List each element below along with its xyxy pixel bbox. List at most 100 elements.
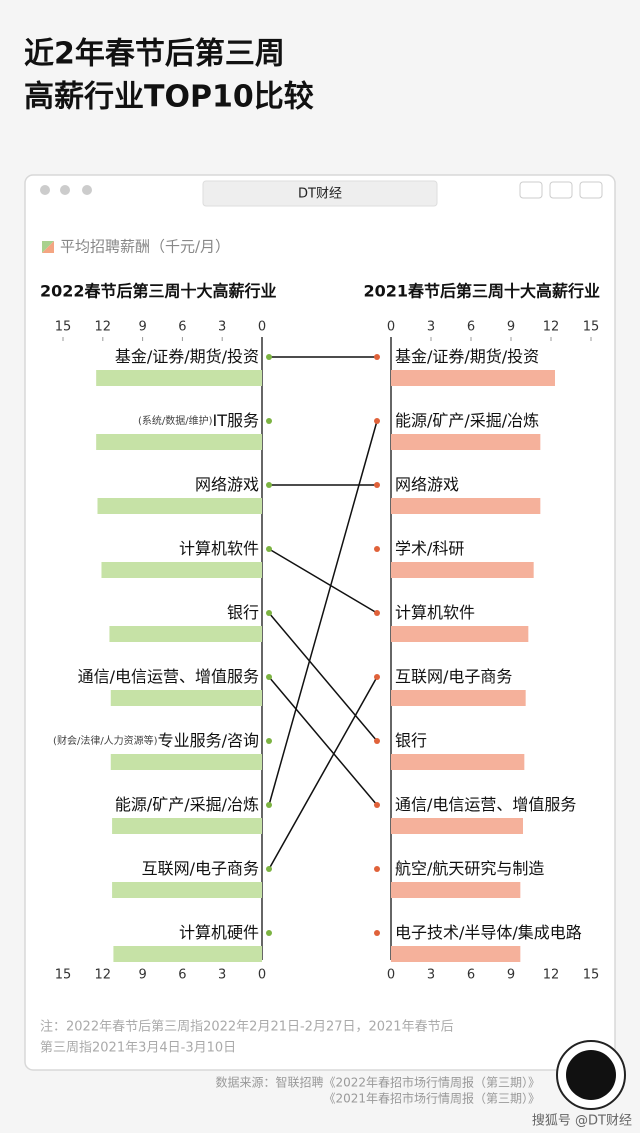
x-tick-label: 0 bbox=[258, 968, 266, 983]
category-label: 通信/电信运营、增值服务 bbox=[395, 795, 576, 814]
category-label: 基金/证券/期货/投资 bbox=[115, 347, 259, 366]
window-icon bbox=[579, 181, 603, 199]
x-tick-label: 9 bbox=[138, 968, 146, 983]
bar bbox=[391, 754, 525, 770]
bar bbox=[391, 626, 529, 642]
window-button bbox=[40, 185, 50, 195]
category-note: (系统/数据/维护) bbox=[138, 414, 213, 427]
category-label: 计算机软件 bbox=[179, 539, 259, 558]
x-tick-label: 15 bbox=[55, 320, 72, 335]
window-icon bbox=[519, 181, 543, 199]
x-tick-label: 15 bbox=[583, 320, 600, 335]
x-tick-label: 9 bbox=[507, 320, 515, 335]
legend-swatch bbox=[42, 241, 54, 253]
rank-dot bbox=[374, 610, 380, 616]
category-label: 学术/科研 bbox=[395, 539, 464, 558]
category-label: 银行 bbox=[227, 603, 259, 622]
category-name: IT服务 bbox=[213, 411, 260, 430]
category-name: 互联网/电子商务 bbox=[395, 667, 512, 686]
category-label: 网络游戏 bbox=[195, 475, 259, 494]
x-tick-label: 0 bbox=[258, 320, 266, 335]
rank-dot bbox=[266, 546, 272, 552]
category-name: 互联网/电子商务 bbox=[142, 859, 259, 878]
category-label: 能源/矿产/采掘/冶炼 bbox=[395, 411, 539, 430]
rank-dot bbox=[266, 738, 272, 744]
rank-dot bbox=[374, 546, 380, 552]
bar bbox=[113, 946, 262, 962]
category-name: 基金/证券/期货/投资 bbox=[115, 347, 259, 366]
x-tick-label: 15 bbox=[55, 968, 72, 983]
category-name: 网络游戏 bbox=[195, 475, 259, 494]
x-tick-label: 12 bbox=[95, 968, 112, 983]
x-tick-label: 6 bbox=[178, 320, 186, 335]
x-tick-label: 9 bbox=[507, 968, 515, 983]
category-label: 计算机软件 bbox=[395, 603, 475, 622]
bar bbox=[96, 434, 263, 450]
category-name: 计算机软件 bbox=[395, 603, 475, 622]
badge-inner bbox=[566, 1050, 616, 1100]
rank-dot bbox=[374, 930, 380, 936]
window-button bbox=[60, 185, 70, 195]
window-title: DT财经 bbox=[298, 187, 342, 202]
x-tick-label: 6 bbox=[467, 968, 475, 983]
category-label: 基金/证券/期货/投资 bbox=[395, 347, 539, 366]
category-name: 电子技术/半导体/集成电路 bbox=[395, 923, 582, 942]
x-tick-label: 6 bbox=[178, 968, 186, 983]
panel-title: 2021春节后第三周十大高薪行业 bbox=[363, 282, 600, 301]
category-label: (系统/数据/维护)IT服务 bbox=[138, 411, 259, 430]
bar bbox=[96, 370, 263, 386]
x-tick-label: 12 bbox=[543, 320, 560, 335]
rank-dot bbox=[374, 482, 380, 488]
window-icon bbox=[549, 181, 573, 199]
connector bbox=[268, 676, 378, 870]
rank-dot bbox=[266, 418, 272, 424]
connector bbox=[268, 612, 378, 742]
source: 数据来源：智联招聘《2022年春招市场行情周报（第三期）》 bbox=[215, 1075, 540, 1090]
bar bbox=[101, 562, 263, 578]
bar bbox=[391, 690, 526, 706]
category-name: 银行 bbox=[227, 603, 259, 622]
rank-dot bbox=[266, 482, 272, 488]
rank-dot bbox=[266, 802, 272, 808]
category-name: 计算机软件 bbox=[179, 539, 259, 558]
window-titlebar bbox=[202, 180, 438, 207]
bar bbox=[391, 882, 521, 898]
rank-dot bbox=[266, 354, 272, 360]
bar bbox=[391, 818, 523, 834]
category-label: 网络游戏 bbox=[395, 475, 459, 494]
bar bbox=[97, 498, 262, 514]
rank-dot bbox=[374, 418, 380, 424]
note: 注：2022年春节后第三周指2022年2月21日-2月27日，2021年春节后 bbox=[40, 1020, 454, 1035]
x-tick-label: 0 bbox=[387, 968, 395, 983]
title-line: 近2年春节后第三周 bbox=[24, 37, 285, 72]
bar bbox=[109, 626, 262, 642]
category-name: 能源/矿产/采掘/冶炼 bbox=[115, 795, 259, 814]
rank-dot bbox=[374, 674, 380, 680]
x-tick-label: 3 bbox=[218, 320, 226, 335]
category-name: 网络游戏 bbox=[395, 475, 459, 494]
category-name: 通信/电信运营、增值服务 bbox=[395, 795, 576, 814]
category-name: 能源/矿产/采掘/冶炼 bbox=[395, 411, 539, 430]
category-label: 航空/航天研究与制造 bbox=[395, 859, 544, 878]
category-label: 电子技术/半导体/集成电路 bbox=[395, 923, 582, 942]
category-name: 银行 bbox=[395, 731, 427, 750]
bar bbox=[391, 370, 555, 386]
connector bbox=[268, 548, 378, 614]
x-tick-label: 3 bbox=[427, 320, 435, 335]
rank-dot bbox=[266, 930, 272, 936]
bar bbox=[391, 562, 534, 578]
category-label: 计算机硬件 bbox=[179, 923, 259, 942]
credit: 搜狐号 @DT财经 bbox=[532, 1114, 632, 1129]
bar bbox=[112, 818, 262, 834]
rank-dot bbox=[266, 674, 272, 680]
rank-dot bbox=[374, 354, 380, 360]
category-label: 能源/矿产/采掘/冶炼 bbox=[115, 795, 259, 814]
rank-dot bbox=[374, 738, 380, 744]
category-name: 通信/电信运营、增值服务 bbox=[78, 667, 259, 686]
bar bbox=[110, 754, 262, 770]
bar bbox=[391, 946, 521, 962]
source: 《2021年春招市场行情周报（第三期）》 bbox=[323, 1091, 540, 1106]
panel-title: 2022春节后第三周十大高薪行业 bbox=[40, 282, 277, 301]
x-tick-label: 12 bbox=[543, 968, 560, 983]
